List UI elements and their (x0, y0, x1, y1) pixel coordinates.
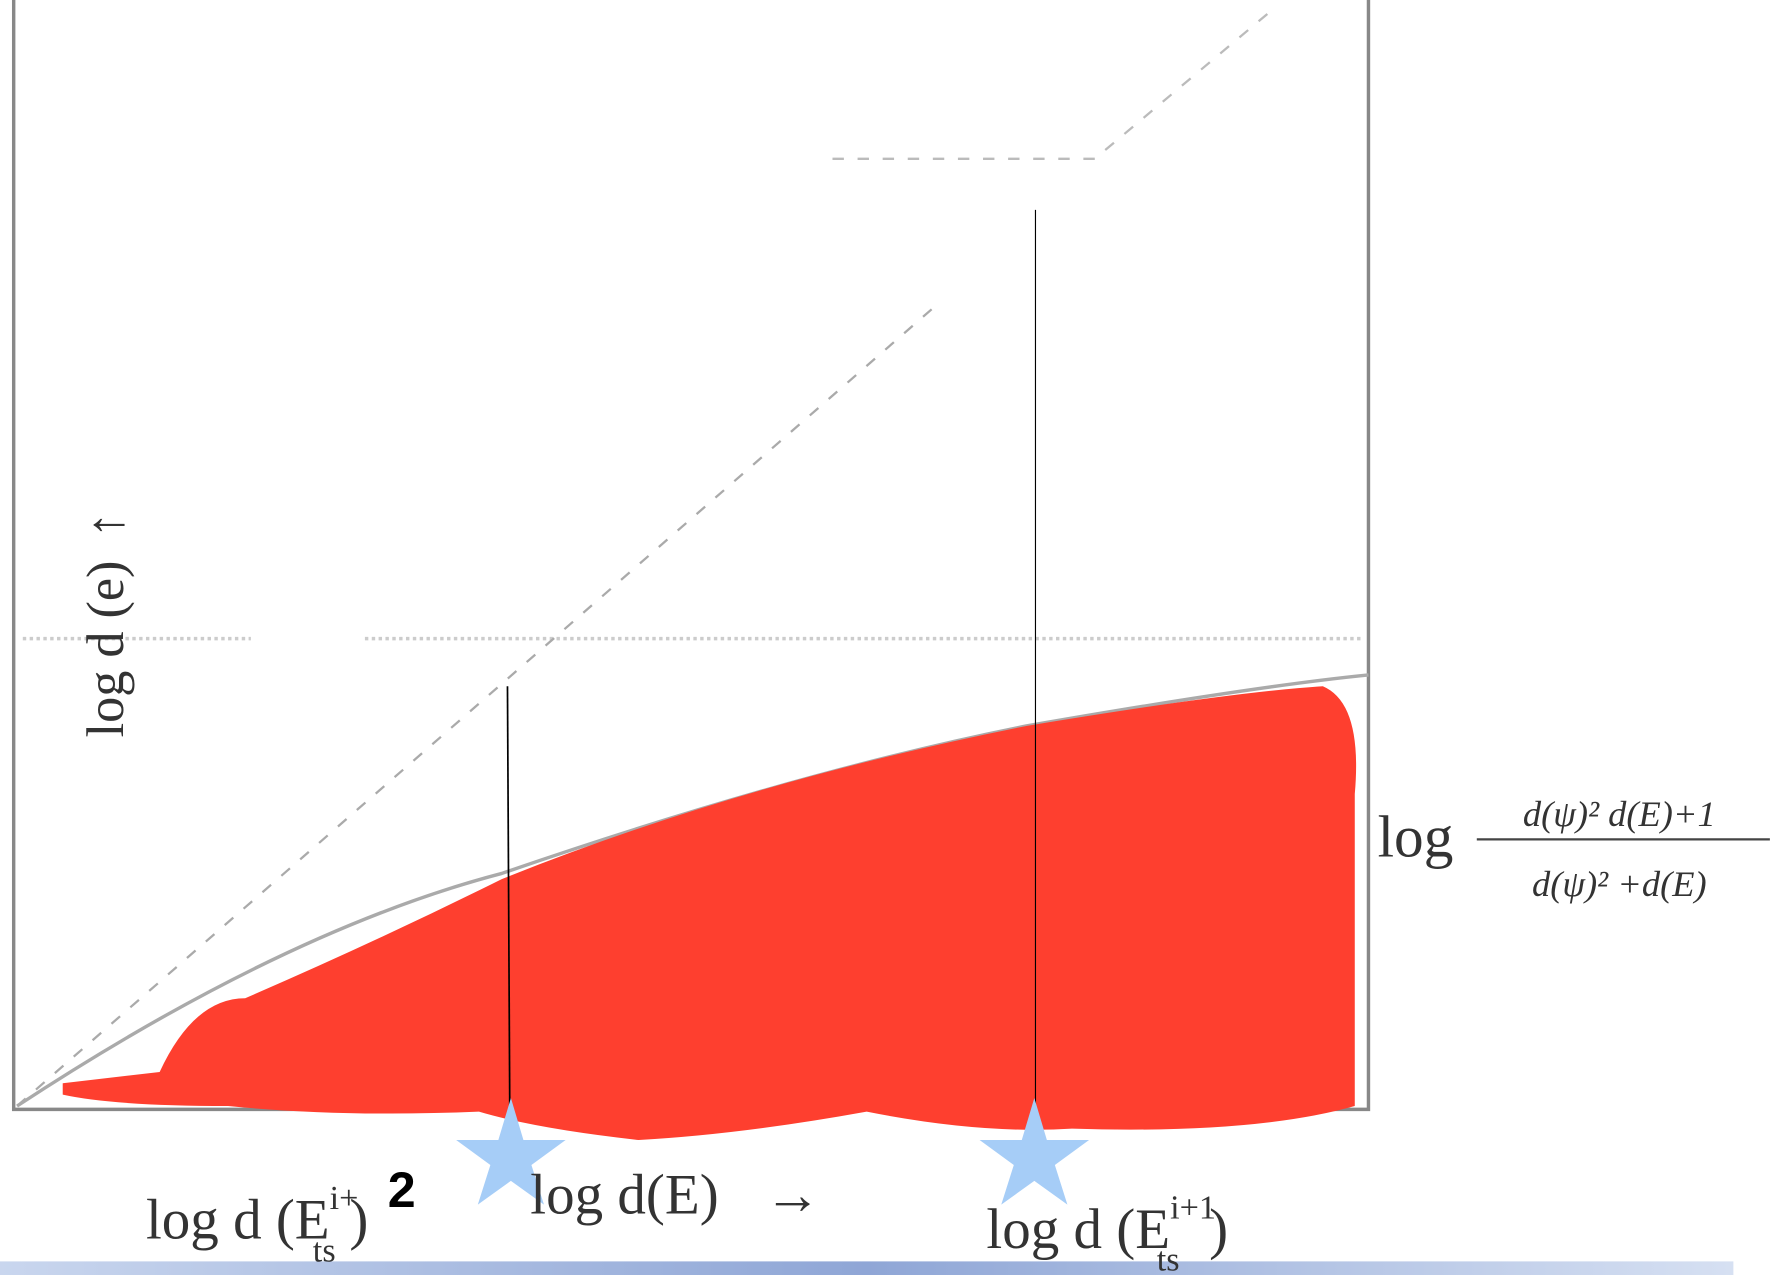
red-scribble (63, 686, 1356, 1140)
marker-label: log d (Ei+ts) (146, 1180, 368, 1269)
curve-label-prefix: log (1378, 804, 1454, 870)
x-axis-label-text: log d(E) (530, 1164, 718, 1227)
y-axis-label-text: log d (e) (77, 561, 135, 738)
marker-prefix: log d (E (986, 1198, 1170, 1261)
x-axis-label: log d(E) → (530, 1164, 821, 1227)
marker-sub: ts (1157, 1242, 1180, 1275)
marker-prefix: log d (E (146, 1189, 330, 1252)
y-axis-label: log d (e) ↑ (77, 512, 135, 737)
x-axis-arrow: → (764, 1164, 821, 1227)
marker-sub: ts (313, 1232, 336, 1269)
bottom-bar (0, 1261, 1733, 1275)
diagram: log d (e) ↑ log d(E) → log d (Ei+ts) 2 log… (0, 0, 1779, 1275)
marker-close: ) (349, 1189, 368, 1252)
curve-label-denominator: d(ψ)² +d(E) (1532, 864, 1707, 904)
dashed-line (832, 6, 1277, 159)
marker-close: ) (1209, 1198, 1228, 1261)
curve-label-numerator: d(ψ)² d(E)+1 (1523, 794, 1716, 834)
y-axis-arrow: ↑ (77, 512, 135, 538)
marker-annotation: 2 (388, 1162, 416, 1218)
